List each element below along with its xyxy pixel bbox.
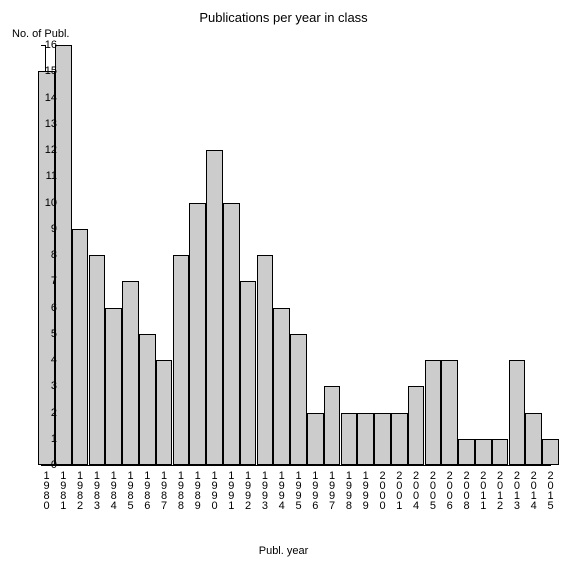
bar — [105, 308, 122, 466]
x-tick-label: 2013 — [510, 470, 522, 510]
x-tick-label: 1992 — [241, 470, 253, 510]
x-tick-label: 1990 — [208, 470, 220, 510]
y-tick-label: 3 — [37, 380, 57, 392]
x-tick-label: 1986 — [140, 470, 152, 510]
y-tick-label: 14 — [37, 92, 57, 104]
x-tick-label: 1997 — [325, 470, 337, 510]
y-tick-label: 12 — [37, 144, 57, 156]
x-tick-label: 1995 — [292, 470, 304, 510]
x-tick-label: 2005 — [426, 470, 438, 510]
y-tick-label: 11 — [37, 170, 57, 182]
y-tick-label: 5 — [37, 328, 57, 340]
y-tick-label: 2 — [37, 407, 57, 419]
x-tick-label: 1984 — [107, 470, 119, 510]
bar — [273, 308, 290, 466]
bar — [156, 360, 173, 465]
x-tick-label: 2015 — [544, 470, 556, 510]
bar — [139, 334, 156, 465]
bar — [458, 439, 475, 465]
x-tick-label: 1999 — [359, 470, 371, 510]
x-tick-label: 1982 — [73, 470, 85, 510]
x-tick-label: 1980 — [40, 470, 52, 510]
y-tick-label: 13 — [37, 118, 57, 130]
y-tick-label: 15 — [37, 65, 57, 77]
x-tick-label: 1989 — [191, 470, 203, 510]
x-tick-label: 1991 — [224, 470, 236, 510]
x-tick-label: 1988 — [174, 470, 186, 510]
bar — [425, 360, 442, 465]
x-tick-label: 1998 — [342, 470, 354, 510]
x-tick-label: 2001 — [392, 470, 404, 510]
bar — [475, 439, 492, 465]
y-tick-label: 10 — [37, 197, 57, 209]
x-tick-label: 1993 — [258, 470, 270, 510]
bar — [509, 360, 526, 465]
bar — [290, 334, 307, 465]
y-tick-label: 8 — [37, 249, 57, 261]
bar — [357, 413, 374, 466]
bar — [525, 413, 542, 466]
x-tick-label: 1987 — [157, 470, 169, 510]
bar — [324, 386, 341, 465]
plot-area — [45, 45, 551, 466]
bar — [72, 229, 89, 465]
bar — [55, 45, 72, 465]
y-tick-label: 7 — [37, 275, 57, 287]
y-tick-label: 9 — [37, 223, 57, 235]
bar — [173, 255, 190, 465]
bar — [374, 413, 391, 466]
bar — [89, 255, 106, 465]
x-tick-label: 2000 — [376, 470, 388, 510]
bar — [408, 386, 425, 465]
bar — [341, 413, 358, 466]
x-tick-label: 1994 — [275, 470, 287, 510]
chart-title: Publications per year in class — [0, 10, 567, 25]
bar — [223, 203, 240, 466]
chart-container: Publications per year in class No. of Pu… — [0, 0, 567, 567]
y-tick-label: 16 — [37, 39, 57, 51]
bar — [441, 360, 458, 465]
bar — [307, 413, 324, 466]
bar — [257, 255, 274, 465]
x-tick-label: 2012 — [493, 470, 505, 510]
bar — [542, 439, 559, 465]
bar — [122, 281, 139, 465]
x-tick-label: 2011 — [476, 470, 488, 510]
x-axis-label: Publ. year — [0, 545, 567, 557]
bar — [206, 150, 223, 465]
y-tick-label: 1 — [37, 433, 57, 445]
x-tick-label: 1983 — [90, 470, 102, 510]
bar — [189, 203, 206, 466]
y-tick-label: 6 — [37, 302, 57, 314]
bar — [492, 439, 509, 465]
x-tick-label: 1996 — [308, 470, 320, 510]
bar — [391, 413, 408, 466]
bar — [240, 281, 257, 465]
x-tick-label: 2004 — [409, 470, 421, 510]
y-tick-label: 4 — [37, 354, 57, 366]
x-tick-label: 2006 — [443, 470, 455, 510]
x-tick-label: 1981 — [56, 470, 68, 510]
x-tick-label: 2008 — [460, 470, 472, 510]
x-tick-label: 1985 — [124, 470, 136, 510]
x-tick-label: 2014 — [527, 470, 539, 510]
